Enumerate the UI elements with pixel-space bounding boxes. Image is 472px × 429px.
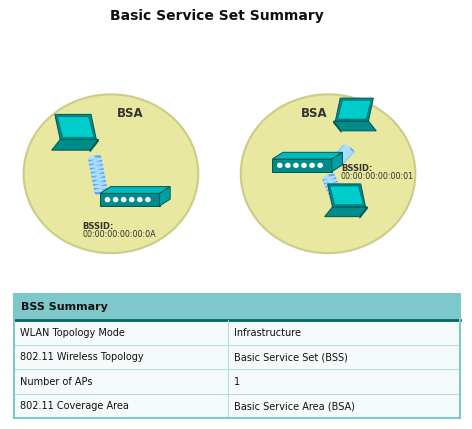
Text: 00:00:00:00:00:01: 00:00:00:00:00:01 — [341, 172, 414, 181]
FancyBboxPatch shape — [14, 294, 460, 320]
Circle shape — [113, 198, 118, 202]
Polygon shape — [328, 184, 365, 207]
Text: Basic Service Set (BSS): Basic Service Set (BSS) — [234, 352, 348, 362]
FancyBboxPatch shape — [14, 369, 460, 394]
FancyBboxPatch shape — [14, 394, 460, 418]
Circle shape — [130, 198, 134, 202]
Text: BSSID:: BSSID: — [83, 222, 114, 231]
Polygon shape — [272, 152, 342, 159]
Polygon shape — [100, 187, 170, 193]
Circle shape — [24, 94, 198, 253]
Polygon shape — [335, 98, 373, 121]
Circle shape — [294, 163, 298, 167]
Polygon shape — [90, 139, 99, 152]
Circle shape — [241, 94, 415, 253]
Text: 802.11 Coverage Area: 802.11 Coverage Area — [20, 401, 129, 411]
Polygon shape — [272, 159, 332, 172]
Circle shape — [105, 198, 110, 202]
Text: 802.11 Wireless Topology: 802.11 Wireless Topology — [20, 352, 143, 362]
Polygon shape — [51, 139, 99, 150]
Polygon shape — [330, 186, 363, 205]
Circle shape — [318, 163, 322, 167]
Text: BSA: BSA — [301, 107, 327, 120]
Polygon shape — [100, 193, 160, 206]
Circle shape — [121, 198, 126, 202]
Polygon shape — [325, 207, 368, 217]
Polygon shape — [337, 100, 371, 119]
Circle shape — [302, 163, 306, 167]
Circle shape — [310, 163, 314, 167]
Circle shape — [138, 198, 142, 202]
Polygon shape — [160, 187, 170, 206]
Text: 1: 1 — [234, 377, 240, 387]
Text: Number of APs: Number of APs — [20, 377, 93, 387]
FancyBboxPatch shape — [14, 320, 460, 345]
Polygon shape — [55, 115, 96, 139]
Circle shape — [146, 198, 150, 202]
Polygon shape — [360, 207, 368, 218]
Text: BSS Summary: BSS Summary — [21, 302, 108, 312]
Polygon shape — [332, 152, 342, 172]
Text: Infrastructure: Infrastructure — [234, 328, 301, 338]
Text: BSA: BSA — [117, 107, 143, 120]
Circle shape — [286, 163, 290, 167]
Text: 00:00:00:00:00:0A: 00:00:00:00:00:0A — [83, 230, 156, 239]
Text: Basic Service Set Summary: Basic Service Set Summary — [110, 9, 324, 24]
Circle shape — [278, 163, 282, 167]
Polygon shape — [333, 121, 376, 131]
Text: BSSID:: BSSID: — [341, 164, 372, 173]
FancyBboxPatch shape — [14, 345, 460, 369]
Polygon shape — [58, 117, 94, 137]
Polygon shape — [333, 121, 341, 133]
Text: Basic Service Area (BSA): Basic Service Area (BSA) — [234, 401, 355, 411]
Text: WLAN Topology Mode: WLAN Topology Mode — [20, 328, 125, 338]
